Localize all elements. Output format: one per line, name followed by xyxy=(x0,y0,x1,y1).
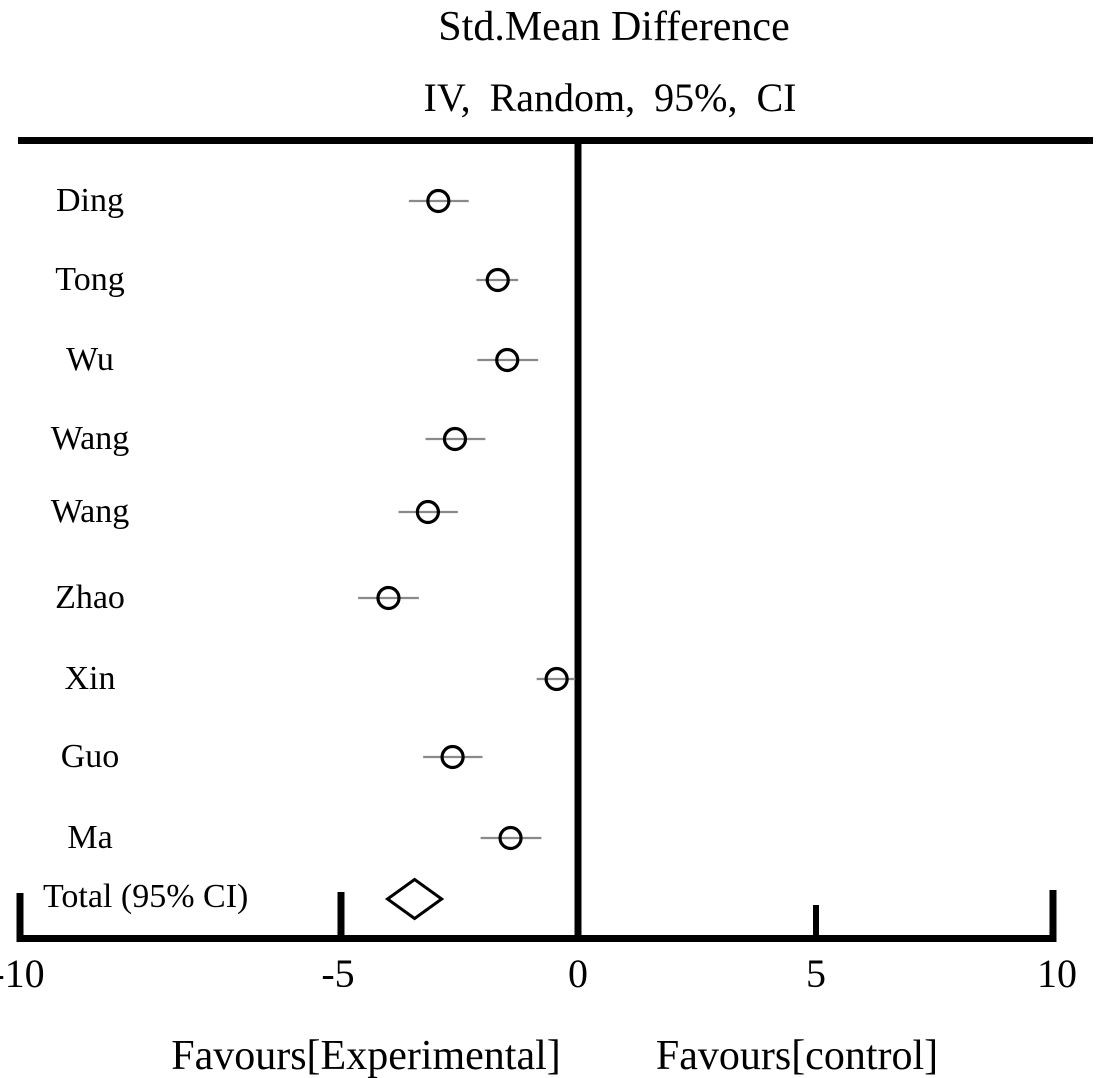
chart-title-line2: IV, Random, 95%, CI xyxy=(423,75,797,120)
x-axis-tick xyxy=(16,893,24,942)
study-label: Guo xyxy=(60,738,120,775)
total-label: Total (95% CI) xyxy=(43,878,249,915)
point-estimate-marker xyxy=(376,585,401,611)
study-label: Ma xyxy=(67,819,113,856)
x-axis-tick-label: 0 xyxy=(568,951,588,996)
x-axis-tick-label: 10 xyxy=(1037,951,1077,996)
study-label: Wang xyxy=(50,493,130,530)
study-label: Ding xyxy=(56,182,124,219)
point-estimate-marker xyxy=(440,744,465,770)
point-estimate-marker xyxy=(495,347,520,373)
study-label: Wang xyxy=(50,420,130,457)
point-estimate-marker xyxy=(544,666,569,692)
total-diamond xyxy=(384,877,445,921)
x-axis-tick-label: 5 xyxy=(806,951,826,996)
favours-experimental-label: Favours[Experimental] xyxy=(171,1033,561,1078)
x-axis-tick-label: -10 xyxy=(0,951,45,996)
study-label: Wu xyxy=(66,341,114,378)
x-axis-tick xyxy=(1049,890,1057,942)
x-axis-tick-label: -5 xyxy=(321,951,355,996)
favours-control-label: Favours[control] xyxy=(655,1033,939,1078)
chart-title-line1: Std.Mean Difference xyxy=(438,4,790,50)
point-estimate-marker xyxy=(485,267,510,293)
point-estimate-marker xyxy=(442,426,468,452)
zero-line xyxy=(574,140,582,942)
point-estimate-marker xyxy=(415,499,440,525)
x-axis-tick xyxy=(813,905,819,942)
x-axis-tick xyxy=(337,892,345,942)
study-label: Zhao xyxy=(55,579,125,616)
study-label: Tong xyxy=(55,261,125,298)
point-estimate-marker xyxy=(498,825,523,851)
study-label: Xin xyxy=(64,660,116,697)
top-border-line xyxy=(18,137,1093,144)
point-estimate-marker xyxy=(426,188,451,214)
x-axis-line xyxy=(18,935,1056,942)
